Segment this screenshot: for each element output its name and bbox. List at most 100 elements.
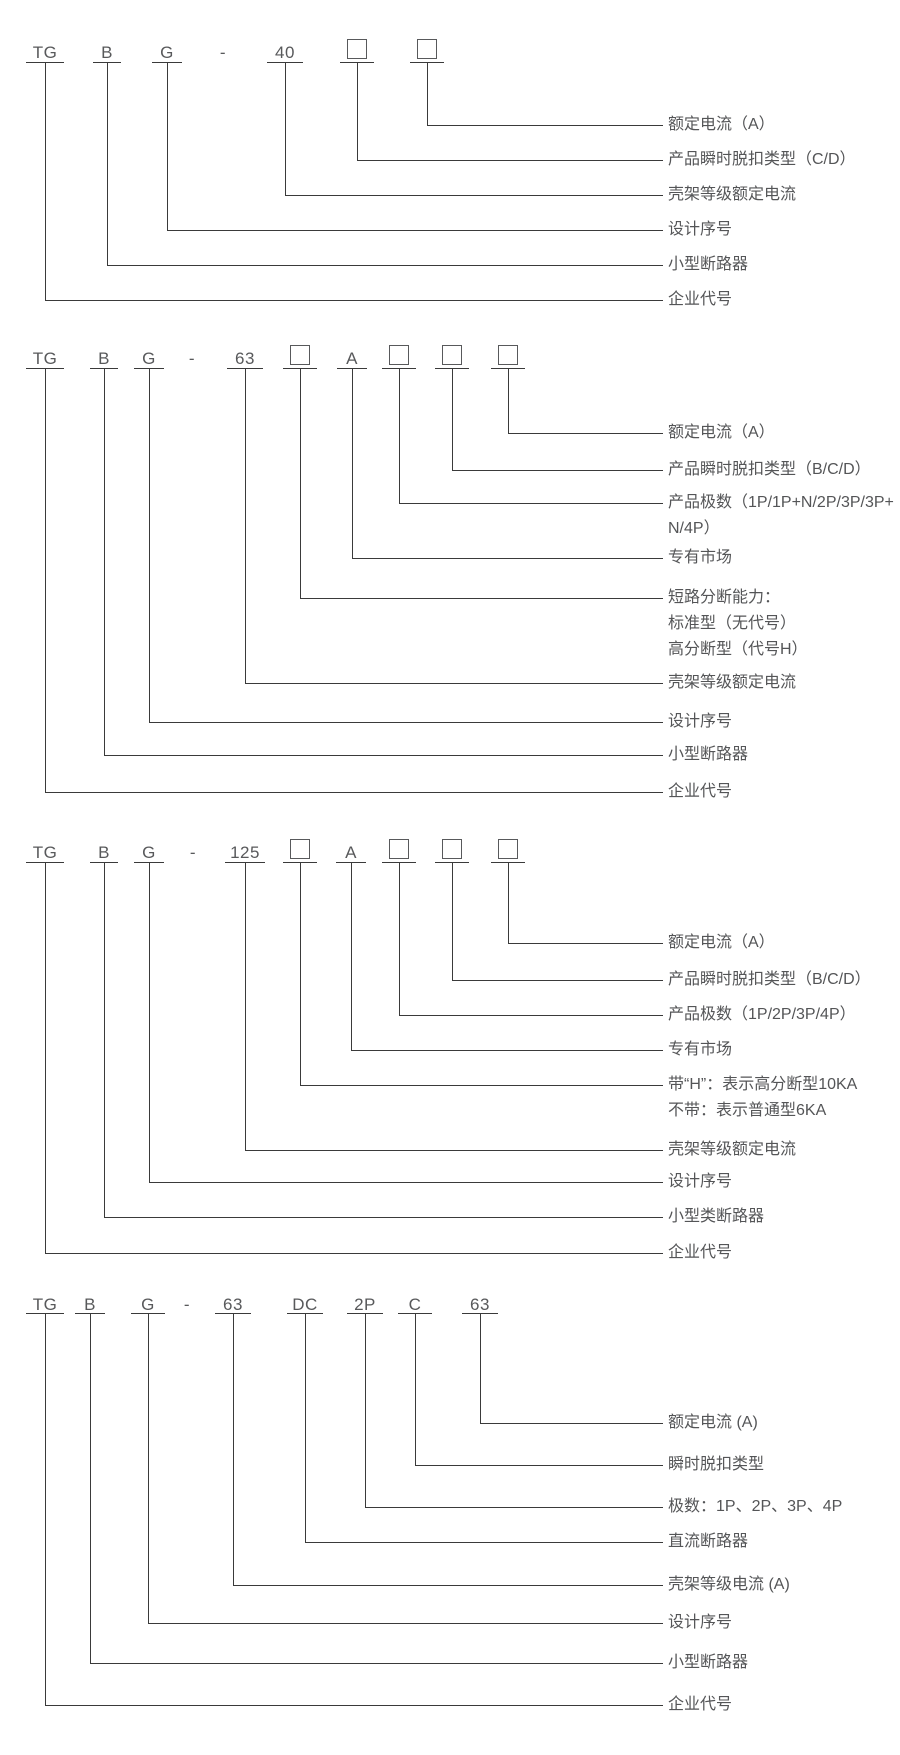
label-line: 标准型（无代号） [668,615,797,632]
connector-vline [352,369,353,558]
model-part: G [160,43,174,62]
connector-hline [245,1150,663,1151]
connector-vline [305,1314,306,1542]
model-part: B [98,843,110,862]
label: 专有市场 [668,545,732,571]
label-line: N/4P） [668,520,720,537]
label-line: 产品极数（1P/2P/3P/4P） [668,1006,856,1023]
label-line: 壳架等级额定电流 [668,674,797,691]
label: 壳架等级额定电流 [668,670,796,696]
connector-hline [427,125,663,126]
label: 小型断路器 [668,252,748,278]
connector-hline [233,1585,663,1586]
label-line: 产品极数（1P/1P+N/2P/3P/3P+ [668,494,894,511]
symbol-underline [215,1313,251,1314]
label: 设计序号 [668,1610,732,1636]
connector-vline [452,863,453,980]
connector-vline [107,63,108,265]
connector-vline [300,369,301,598]
label: 极数：1P、2P、3P、4P [668,1494,842,1520]
model-part: TG [32,843,58,862]
label: 直流断路器 [668,1529,748,1555]
model-part: C [408,1295,422,1314]
symbol-underline [462,1313,498,1314]
connector-hline [365,1507,663,1508]
connector-vline [149,863,150,1182]
label: 设计序号 [668,1169,732,1195]
connector-vline [399,369,400,503]
label-line: 设计序号 [668,1173,733,1190]
placeholder-box [290,839,310,859]
label-line: 企业代号 [668,783,733,800]
symbol-underline [225,862,265,863]
connector-vline [245,369,246,683]
model-part: B [84,1295,96,1314]
label-line: 小型断路器 [668,1654,749,1671]
connector-vline [148,1314,149,1623]
connector-vline [508,369,509,433]
connector-vline [45,369,46,792]
connector-vline [45,863,46,1253]
symbol-underline [152,62,182,63]
symbol-underline [435,368,469,369]
label-line: 不带：表示普通型6KA [668,1102,827,1119]
symbol-underline [410,62,444,63]
model-part: B [101,43,113,62]
symbol-underline [26,62,64,63]
model-part: 40 [275,43,295,62]
label: 额定电流（A） [668,420,775,446]
label: 小型断路器 [668,742,748,768]
label: 产品瞬时脱扣类型（C/D） [668,147,856,173]
connector-hline [300,1085,663,1086]
connector-vline [285,63,286,195]
label-line: 设计序号 [668,713,733,730]
symbol-underline [75,1313,105,1314]
label: 企业代号 [668,287,732,313]
connector-vline [427,63,428,125]
model-part: 63 [223,1295,243,1314]
model-part: TG [32,1295,58,1314]
label-line: 高分断型（代号H） [668,641,808,658]
connector-hline [305,1542,663,1543]
model-part: TG [32,349,58,368]
connector-hline [399,503,663,504]
label-line: 专有市场 [668,549,733,566]
label: 企业代号 [668,779,732,805]
symbol-underline [93,62,121,63]
label: 额定电流（A） [668,930,775,956]
symbol-underline [337,368,367,369]
model-part: - [189,843,197,862]
label-line: 极数：1P、2P、3P、4P [668,1498,843,1515]
connector-hline [90,1663,663,1664]
label-line: 专有市场 [668,1041,733,1058]
symbol-underline [134,862,164,863]
symbol-underline [347,1313,383,1314]
symbol-underline [283,862,317,863]
placeholder-box [442,839,462,859]
connector-hline [452,470,663,471]
symbol-underline [398,1313,432,1314]
symbol-underline [491,368,525,369]
connector-hline [399,1015,663,1016]
label: 小型断路器 [668,1650,748,1676]
connector-hline [357,160,663,161]
symbol-underline [340,62,374,63]
placeholder-box [498,345,518,365]
label: 短路分断能力： 标准型（无代号） 高分断型（代号H） [668,585,808,663]
label-line: 小型类断路器 [668,1208,765,1225]
label-line: 设计序号 [668,221,733,238]
connector-vline [90,1314,91,1663]
connector-hline [508,943,663,944]
placeholder-box [498,839,518,859]
model-part: 63 [470,1295,490,1314]
model-part: - [183,1295,191,1314]
connector-vline [415,1314,416,1465]
connector-vline [104,369,105,755]
connector-hline [148,1623,663,1624]
label-line: 额定电流（A） [668,934,775,951]
connector-vline [104,863,105,1217]
symbol-underline [491,862,525,863]
symbol-underline [435,862,469,863]
label-line: 瞬时脱扣类型 [668,1456,765,1473]
